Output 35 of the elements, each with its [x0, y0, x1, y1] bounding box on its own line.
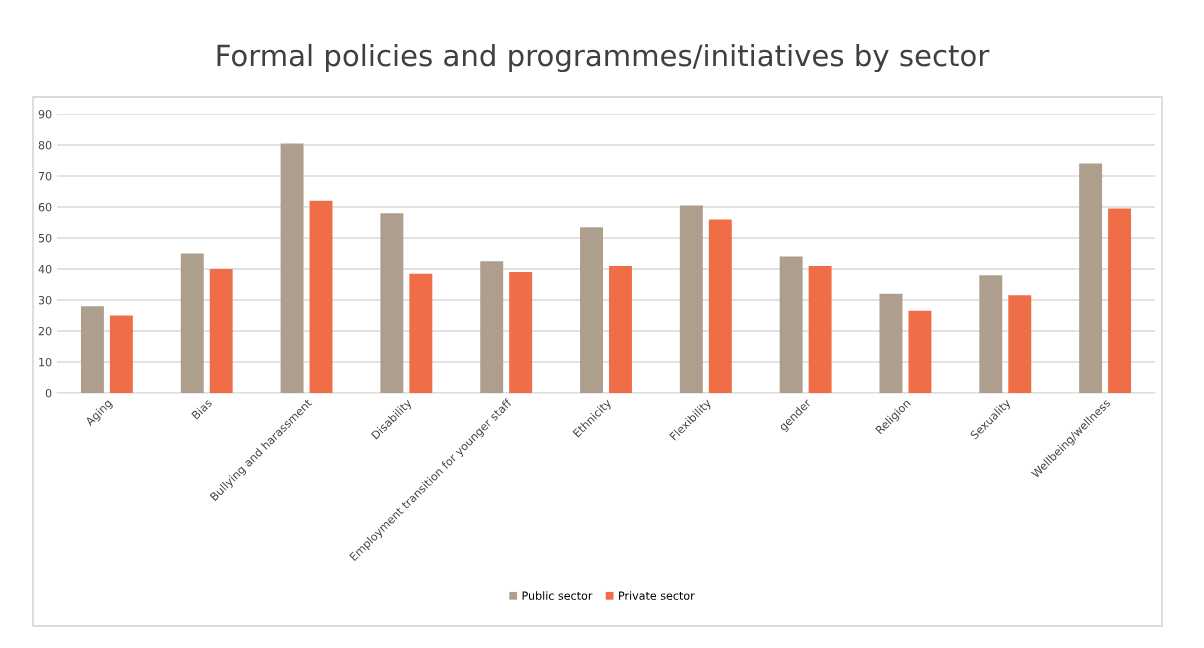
bar	[480, 261, 504, 393]
y-tick-label: 10	[39, 357, 52, 367]
bar	[409, 273, 433, 393]
bar	[879, 293, 903, 393]
bar	[380, 213, 404, 393]
bar	[679, 205, 703, 393]
bar	[580, 227, 604, 393]
bar	[509, 272, 533, 393]
bar	[80, 306, 104, 393]
y-tick-label: 90	[38, 109, 52, 119]
legend-label: Public sector	[522, 591, 593, 600]
bar	[1079, 163, 1103, 393]
bar	[808, 265, 832, 393]
bar	[708, 219, 732, 393]
bar	[309, 200, 333, 393]
bar	[209, 269, 233, 393]
y-tick-label: 40	[38, 264, 52, 274]
y-tick-label: 80	[38, 140, 52, 150]
bar	[109, 315, 133, 393]
bar	[979, 275, 1003, 393]
bar	[280, 143, 304, 393]
bar	[180, 253, 204, 393]
bar	[608, 265, 632, 393]
bar	[779, 256, 803, 393]
y-tick-label: 50	[38, 233, 52, 243]
y-tick-label: 0	[45, 388, 52, 398]
bar	[1008, 295, 1032, 393]
y-tick-label: 20	[38, 326, 52, 336]
legend-label: Private sector	[619, 591, 695, 600]
y-tick-label: 30	[38, 295, 52, 305]
y-tick-label: 60	[38, 202, 52, 212]
y-tick-label: 70	[38, 171, 52, 181]
bar	[908, 310, 932, 393]
bar	[1108, 208, 1132, 393]
chart-title: Formal policies and programmes/initiatives by sector	[217, 43, 990, 73]
